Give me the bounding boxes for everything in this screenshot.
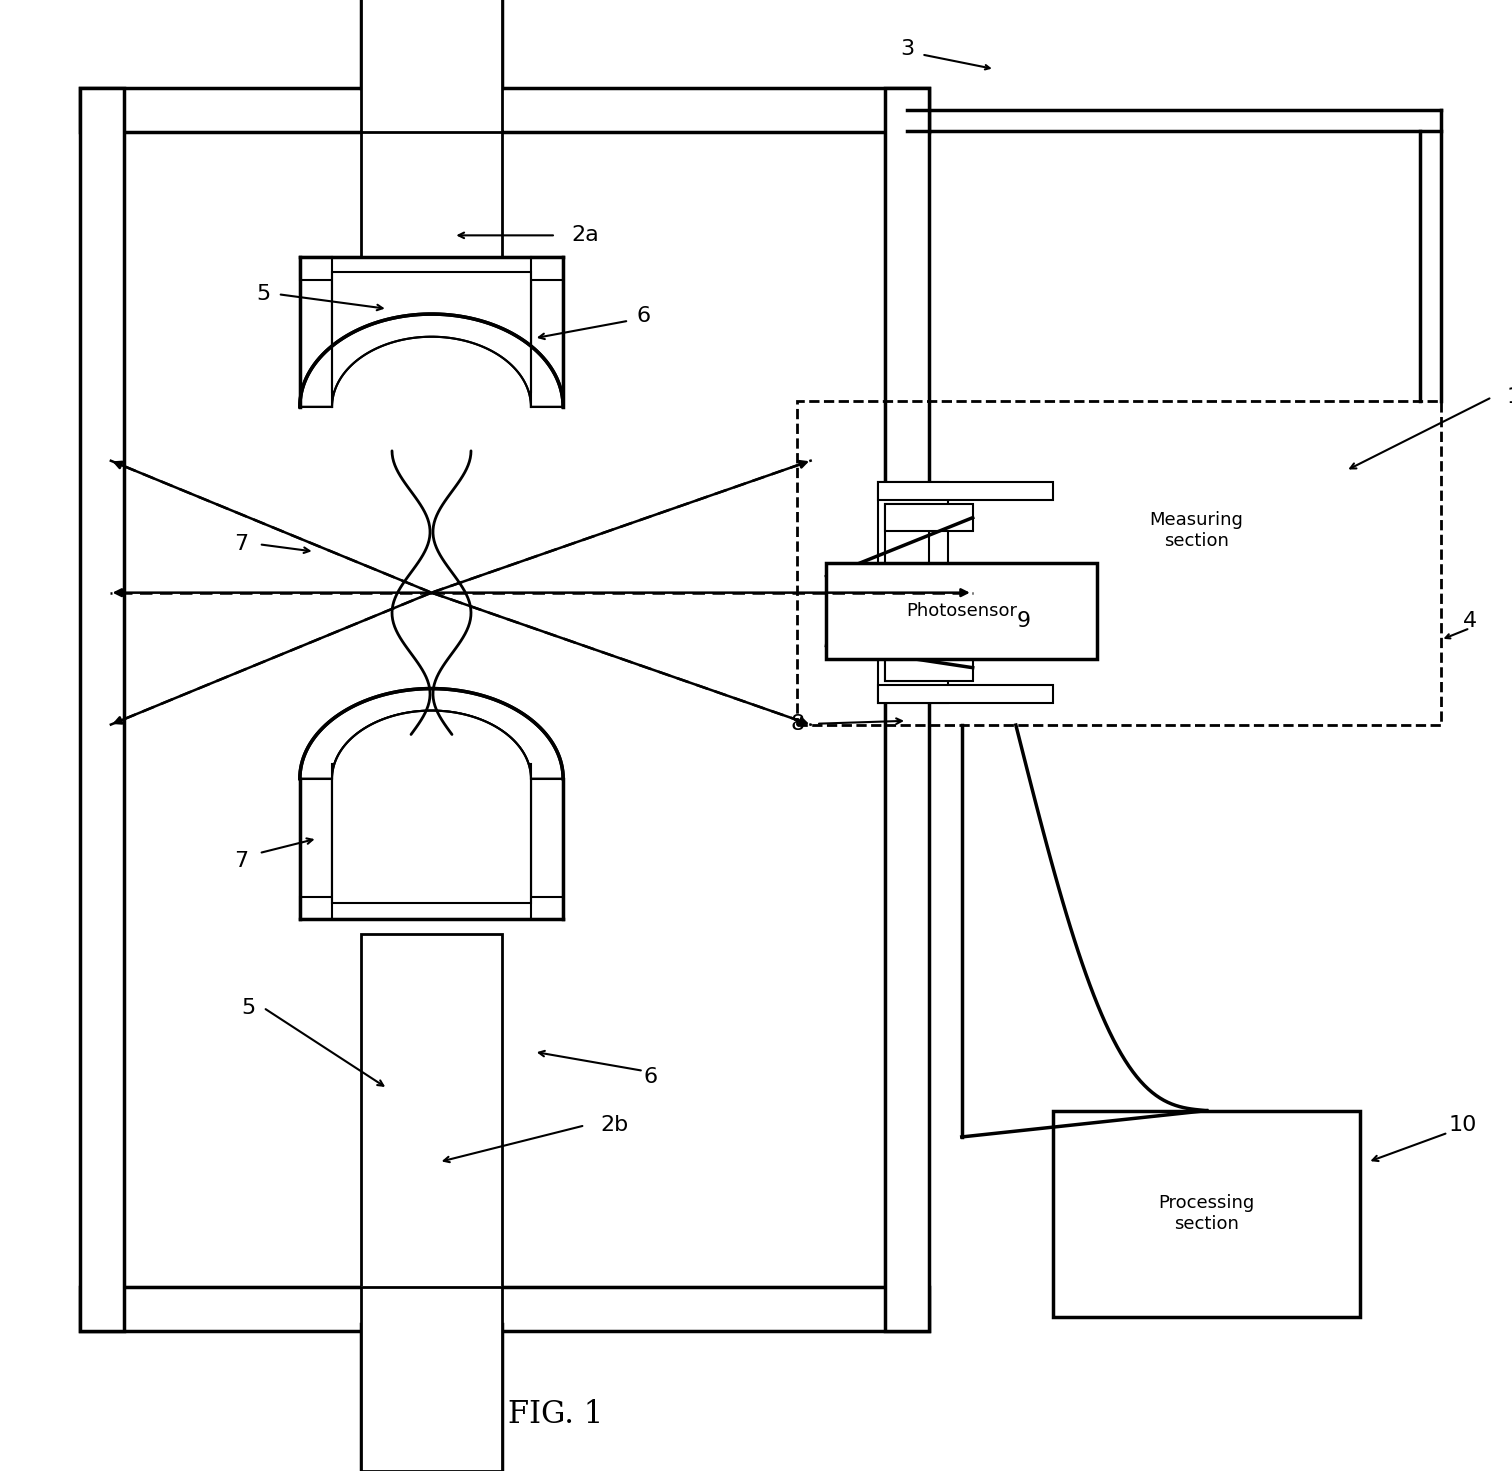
Text: 2b: 2b (600, 1115, 629, 1136)
Bar (827, 563, 1098, 659)
Bar (333, 272, 531, 393)
Bar (531, 257, 562, 407)
Bar (877, 482, 948, 703)
Polygon shape (299, 688, 562, 778)
Text: 7: 7 (234, 850, 248, 871)
Bar (299, 897, 562, 919)
Bar (80, 88, 124, 1331)
Text: 4: 4 (1464, 610, 1477, 631)
Text: Measuring
section: Measuring section (1149, 512, 1243, 550)
Text: Photosensor: Photosensor (906, 602, 1018, 621)
Text: 3: 3 (900, 38, 913, 59)
Text: 6: 6 (644, 1066, 658, 1087)
Bar (877, 685, 1054, 703)
Bar (333, 763, 531, 903)
Polygon shape (333, 710, 531, 778)
Text: Processing
section: Processing section (1158, 1194, 1255, 1233)
Text: 8: 8 (791, 713, 804, 734)
Text: 5: 5 (256, 284, 271, 304)
Bar (885, 655, 972, 681)
Text: 10: 10 (1448, 1115, 1477, 1136)
Text: 2a: 2a (572, 225, 599, 246)
Bar (124, 132, 885, 1287)
Text: 6: 6 (637, 306, 650, 327)
Bar (883, 527, 930, 659)
Bar (80, 88, 928, 132)
Text: FIG. 1: FIG. 1 (508, 1399, 603, 1430)
Text: 1: 1 (1506, 387, 1512, 407)
Text: 7: 7 (234, 534, 248, 555)
Bar (361, 131, 502, 257)
Bar (299, 257, 333, 407)
Bar (361, 90, 502, 131)
Bar (885, 505, 972, 531)
Bar (361, 1286, 502, 1333)
Bar (80, 1287, 928, 1331)
Bar (885, 505, 928, 681)
Bar (877, 482, 1054, 500)
Bar (361, 934, 502, 1287)
Bar (299, 778, 333, 919)
Bar (797, 402, 1441, 725)
Polygon shape (333, 337, 531, 407)
Bar (885, 88, 928, 1331)
Bar (361, 0, 502, 88)
Polygon shape (299, 315, 562, 407)
Bar (361, 0, 502, 132)
Text: 5: 5 (242, 997, 256, 1018)
Text: 9: 9 (1018, 610, 1031, 631)
Bar (531, 778, 562, 919)
Bar (1054, 1111, 1361, 1317)
Bar (299, 257, 562, 279)
Bar (361, 1287, 502, 1471)
Bar (361, 1324, 502, 1471)
